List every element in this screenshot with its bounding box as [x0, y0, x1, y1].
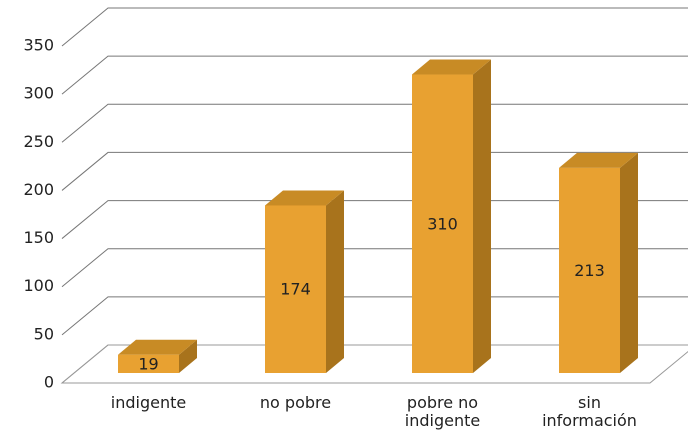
grid-line — [61, 248, 688, 288]
bar-top — [118, 339, 197, 355]
grid-line — [61, 151, 688, 191]
value-label: 310 — [427, 214, 458, 233]
x-tick-label: indigente — [110, 393, 187, 412]
x-tick-label: pobre no indigente — [404, 393, 481, 430]
bar — [265, 205, 326, 373]
bar-side — [326, 190, 344, 373]
bar-side — [179, 339, 197, 373]
grid-line — [61, 55, 688, 95]
value-label: 174 — [280, 280, 311, 299]
bar — [559, 167, 620, 373]
grid-line — [61, 7, 688, 47]
y-tick-label: 350 — [23, 36, 54, 55]
bar — [412, 74, 473, 373]
bar — [118, 354, 179, 373]
bar-side — [620, 152, 638, 373]
y-tick-label: 100 — [23, 276, 54, 295]
grid-line — [61, 200, 688, 239]
bar-side — [473, 59, 491, 374]
y-tick-label: 200 — [23, 180, 54, 199]
grid-line — [61, 296, 688, 336]
y-tick-label: 300 — [23, 84, 54, 103]
bar-top — [559, 152, 638, 168]
bar-top — [265, 190, 344, 206]
y-tick-label: 0 — [44, 373, 54, 392]
value-label: 213 — [574, 261, 605, 280]
y-tick-label: 250 — [23, 132, 54, 151]
grid-line — [61, 344, 688, 384]
y-tick-label: 50 — [34, 324, 54, 343]
value-label: 19 — [138, 354, 158, 373]
x-tick-label: sin información — [542, 393, 637, 430]
x-tick-label: no pobre — [259, 393, 332, 412]
y-tick-label: 150 — [23, 228, 54, 247]
bar-top — [412, 59, 491, 75]
grid-line — [61, 103, 688, 143]
